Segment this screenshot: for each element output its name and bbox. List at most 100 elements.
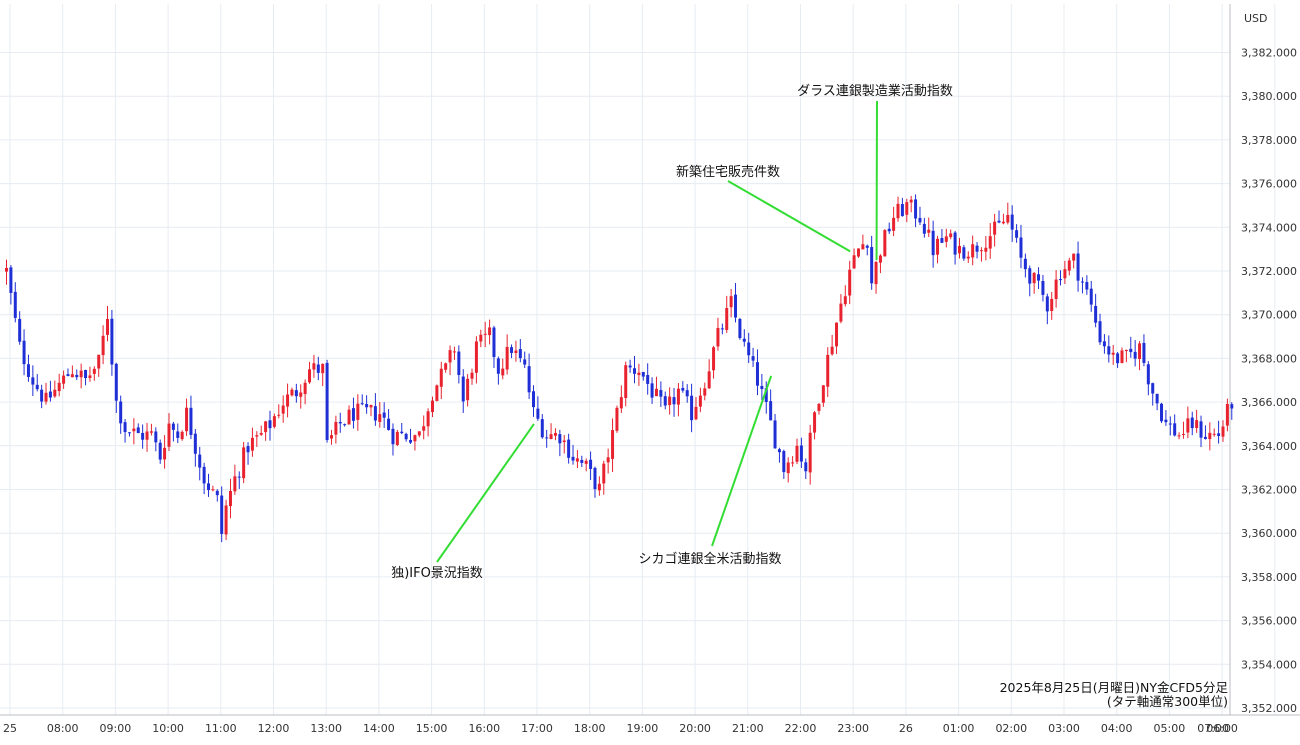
candle-body [690,395,694,421]
candle-body [575,458,579,462]
candle-body [1063,269,1067,279]
candle-body [808,432,812,473]
candle-body [215,490,219,496]
candle-body [79,370,83,378]
candle-body [31,377,35,385]
candle-body [1217,433,1221,436]
candle-body [971,244,975,258]
x-tick-label: 20:00 [679,722,711,735]
candle-body [830,346,834,355]
candle-body [1076,253,1080,281]
candle-body [1111,352,1115,355]
candle-body [927,229,931,233]
candle-body [896,203,900,219]
candle-body [343,424,347,426]
candle-body [1010,214,1014,230]
candle-body [870,247,874,284]
candle-body [176,431,180,438]
candle-body [312,363,316,370]
candle-body [114,363,118,401]
candle-body [769,401,773,421]
candle-body [373,406,377,421]
candle-body [725,308,729,330]
x-tick-label: 23:00 [837,722,869,735]
candle-body [387,418,391,430]
candle-body [1094,305,1098,323]
x-tick-label: 02:00 [995,722,1027,735]
candle-body [1050,298,1054,312]
candle-body [154,431,158,443]
candle-body [817,403,821,411]
candle-body [593,467,597,490]
candle-body [211,489,215,491]
candle-body [944,236,948,242]
x-tick-label: 19:00 [627,722,659,735]
candle-body [193,433,197,454]
candle-body [799,445,803,462]
candle-body [993,221,997,235]
candle-body [1124,349,1128,352]
candle-body [391,428,395,445]
candle-body [448,350,452,363]
candle-body [163,447,167,460]
candle-body [685,390,689,397]
candle-body [628,365,632,368]
annotation-label: 独)IFO景況指数 [391,566,483,581]
candle-body [1107,346,1111,355]
candle-body [132,428,136,432]
candle-body [914,199,918,219]
candle-body [1072,253,1076,261]
candle-body [409,439,413,443]
candle-body [518,349,522,359]
candle-body [755,362,759,386]
candle-body [848,269,852,296]
candle-body [334,421,338,435]
annotations: 独)IFO景況指数 シカゴ連銀全米活動指数 新築住宅販売件数 ダラス連銀製造業活動指数 [391,83,953,581]
candle-body [268,420,272,429]
candle-body [233,476,237,492]
candle-body [747,342,751,356]
candle-body [22,340,26,365]
candle-body [712,347,716,371]
candle-body [646,375,650,384]
candle-body [1181,433,1185,435]
candle-body [224,505,228,535]
candle-body [1173,423,1177,436]
candle-body [35,384,39,390]
candle-body [1133,351,1137,359]
candle-body [804,462,808,472]
candle-body [936,238,940,255]
candle-body [545,437,549,439]
candle-body [1019,237,1023,258]
candle-body [501,368,505,376]
annotation-line [436,423,535,563]
candle-body [536,408,540,419]
candle-body [738,318,742,339]
candle-body [97,354,101,369]
candle-body [650,383,654,398]
candle-body [1230,404,1234,409]
candle-body [1142,342,1146,363]
candle-body [1085,282,1089,290]
candle-body [1098,321,1102,343]
candle-body [452,351,456,353]
x-tick-labels: 25 08:00 09:00 10:00 11:00 12:00 13:00 14:00 15:… [3,722,1238,735]
y-tick-label: 3,362.000 [1241,484,1297,497]
candle-body [110,318,114,365]
candle-body [514,350,518,354]
candle-body [567,439,571,458]
candle-body [294,390,298,397]
candle-body [365,404,369,408]
candle-body [619,397,623,409]
y-tick-label: 3,360.000 [1241,527,1297,540]
candle-body [44,392,48,402]
candle-body [1212,433,1216,435]
candle-body [580,459,584,463]
candle-body [479,334,483,342]
candle-body [597,483,601,491]
candle-body [303,382,307,394]
candle-body [92,368,96,374]
x-tick-label: 04:00 [1101,722,1133,735]
candle-body [1080,281,1084,283]
